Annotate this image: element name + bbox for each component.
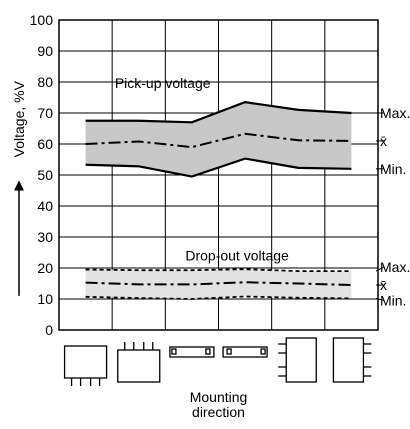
icon-body xyxy=(333,338,363,382)
y-tick-label: 20 xyxy=(37,260,53,276)
icon-pin xyxy=(261,349,265,354)
y-tick-label: 60 xyxy=(37,136,53,152)
icon-body xyxy=(286,338,316,382)
group-label-pickup: Pick-up voltage xyxy=(115,75,211,91)
y-axis-label: Voltage, %V xyxy=(11,80,27,157)
x-axis-label-line1: Mounting xyxy=(190,389,248,405)
icon-pin xyxy=(227,349,231,354)
y-tick-label: 40 xyxy=(37,198,53,214)
icon-pin xyxy=(172,349,176,354)
y-axis-arrow-head xyxy=(14,181,24,191)
series-label: Min. xyxy=(380,292,406,308)
y-tick-label: 90 xyxy=(37,43,53,59)
series-label: x̄ xyxy=(380,277,387,293)
y-tick-label: 100 xyxy=(30,12,54,28)
series-label: Max. xyxy=(380,105,410,121)
series-label: Max. xyxy=(380,259,410,275)
icon-body xyxy=(118,350,160,382)
series-label: x̄ xyxy=(380,133,387,149)
series-label: Min. xyxy=(380,161,406,177)
y-tick-label: 80 xyxy=(37,74,53,90)
icon-pin xyxy=(206,349,210,354)
y-tick-label: 0 xyxy=(45,322,53,338)
y-tick-label: 50 xyxy=(37,167,53,183)
group-label-dropout: Drop-out voltage xyxy=(185,247,289,263)
x-axis-label-line2: direction xyxy=(192,404,245,420)
icon-body xyxy=(65,346,107,378)
y-tick-label: 30 xyxy=(37,229,53,245)
y-tick-label: 70 xyxy=(37,105,53,121)
y-tick-label: 10 xyxy=(37,291,53,307)
